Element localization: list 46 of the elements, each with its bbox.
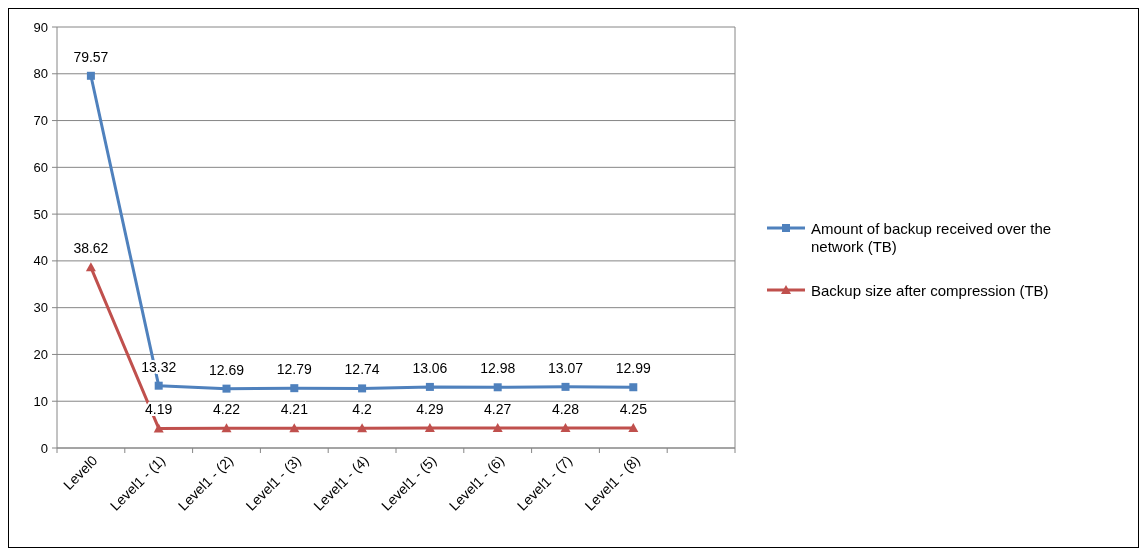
y-tick-label: 20 (33, 346, 48, 362)
y-tick-label: 90 (33, 19, 48, 35)
data-label: 4.29 (416, 400, 444, 417)
point (154, 381, 163, 390)
data-label: 12.98 (480, 360, 516, 377)
data-label: 4.25 (619, 401, 648, 418)
point (289, 423, 300, 433)
data-label: 12.69 (208, 361, 245, 378)
data-label: 12.74 (344, 361, 380, 378)
data-label: 13.06 (412, 359, 448, 376)
data-label: 4.2 (352, 401, 373, 418)
y-tick-label: 30 (33, 300, 48, 316)
y-tick-label: 10 (33, 393, 48, 409)
point (560, 422, 571, 432)
point (222, 384, 231, 393)
y-tick-label: 50 (33, 206, 48, 222)
data-label: 4.27 (484, 401, 512, 418)
point (425, 382, 434, 391)
point (358, 384, 367, 393)
data-label: 4.22 (212, 401, 241, 418)
legend-label: Backup size after compression (TB) (811, 281, 1049, 299)
data-label: 4.21 (280, 401, 309, 418)
point (424, 422, 435, 432)
point (290, 384, 299, 393)
point (629, 383, 638, 392)
data-label: 4.28 (551, 400, 580, 417)
point (561, 382, 570, 391)
legend-label: Amount of backup received over the network (TB) (811, 219, 1052, 255)
point (153, 423, 164, 433)
point (628, 423, 639, 433)
point (85, 262, 96, 272)
point (492, 423, 503, 433)
point (493, 383, 502, 392)
point (86, 71, 95, 80)
data-label: 12.79 (276, 361, 313, 378)
point (357, 423, 368, 433)
data-label: 38.62 (73, 240, 109, 257)
data-label: 79.57 (73, 48, 109, 65)
point (221, 423, 232, 433)
data-label: 13.07 (547, 359, 584, 376)
data-label: 12.99 (615, 360, 652, 377)
y-tick-label: 80 (33, 66, 48, 82)
y-tick-label: 0 (40, 440, 48, 456)
y-tick-label: 40 (33, 253, 48, 269)
y-tick-label: 60 (33, 159, 48, 175)
y-tick-label: 70 (33, 113, 48, 129)
